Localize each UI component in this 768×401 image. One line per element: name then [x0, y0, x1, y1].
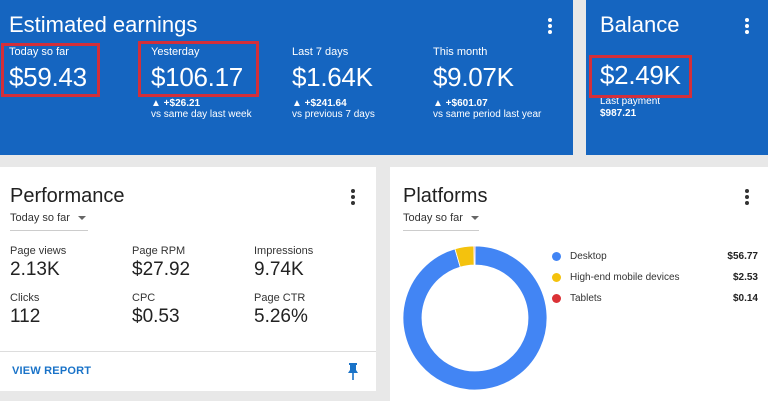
- platforms-range-dropdown[interactable]: Today so far: [403, 212, 479, 231]
- range-label: Today so far: [10, 212, 70, 224]
- highlight-box-balance: [589, 55, 692, 98]
- chevron-down-icon: [77, 216, 86, 220]
- highlight-box-yesterday: [138, 41, 259, 97]
- legend-row-tablets: Tablets $0.14: [552, 293, 758, 304]
- stat-value: $27.92: [132, 259, 191, 280]
- legend-label: Tablets: [570, 293, 602, 304]
- legend-dot: [552, 294, 561, 303]
- stat-impressions: Impressions 9.74K: [254, 245, 313, 281]
- legend-label: Desktop: [570, 251, 607, 262]
- stat-value: 2.13K: [10, 259, 60, 280]
- metric-label: Yesterday: [151, 46, 200, 58]
- estimated-earnings-card: Estimated earnings Today so far $59.43 Y…: [0, 0, 573, 155]
- donut-slice-desktop: [402, 245, 548, 391]
- platforms-donut-chart: [402, 245, 548, 391]
- earnings-more-options-icon[interactable]: [548, 18, 552, 34]
- stat-label: CPC: [132, 292, 156, 304]
- legend-row-desktop: Desktop $56.77: [552, 251, 758, 262]
- metric-value: $59.43: [9, 62, 87, 92]
- stat-page-ctr: Page CTR 5.26%: [254, 292, 308, 328]
- performance-title: Performance: [10, 185, 125, 207]
- donut-slice-tablets: [473, 245, 476, 266]
- balance-value: $2.49K: [600, 60, 681, 90]
- legend-dot: [552, 273, 561, 282]
- stat-label: Clicks: [10, 292, 40, 304]
- metric-this-month: This month $9.07K ▲ +$601.07 vs same per…: [433, 46, 541, 121]
- estimated-earnings-title: Estimated earnings: [9, 12, 198, 37]
- metric-change: ▲ +$601.07: [433, 98, 488, 109]
- stat-clicks: Clicks 112: [10, 292, 40, 328]
- metric-label: Today so far: [9, 46, 69, 58]
- metric-compare: vs same day last week: [151, 109, 252, 120]
- stat-page-views: Page views 2.13K: [10, 245, 66, 281]
- balance-card: Balance $2.49K Last payment $987.21: [586, 0, 768, 155]
- stat-value: 112: [10, 306, 41, 327]
- platforms-card: Platforms Today so far Desktop $56.77 Hi…: [390, 167, 768, 401]
- balance-more-options-icon[interactable]: [745, 18, 749, 34]
- stat-value: $0.53: [132, 306, 180, 327]
- stat-value: 5.26%: [254, 306, 308, 327]
- metric-last-7-days: Last 7 days $1.64K ▲ +$241.64 vs previou…: [292, 46, 375, 121]
- balance-title: Balance: [600, 12, 680, 37]
- platforms-more-options-icon[interactable]: [745, 189, 749, 205]
- metric-change: ▲ +$26.21: [151, 98, 201, 109]
- legend-dot: [552, 252, 561, 261]
- performance-range-dropdown[interactable]: Today so far: [10, 212, 88, 231]
- stat-page-rpm: Page RPM $27.92: [132, 245, 190, 281]
- performance-card: Performance Today so far Page views 2.13…: [0, 167, 376, 391]
- metric-value: $106.17: [151, 62, 243, 92]
- metric-label: This month: [433, 46, 488, 58]
- balance-metric: $2.49K Last payment $987.21: [600, 60, 681, 119]
- metric-change: ▲ +$241.64: [292, 98, 347, 109]
- legend-value: $56.77: [727, 251, 758, 262]
- metric-value: $1.64K: [292, 62, 373, 92]
- chevron-down-icon: [470, 216, 479, 220]
- metric-compare: vs previous 7 days: [292, 109, 375, 120]
- legend-value: $0.14: [732, 293, 758, 304]
- metric-yesterday: Yesterday $106.17 ▲ +$26.21 vs same day …: [151, 46, 252, 121]
- stat-cpc: CPC $0.53: [132, 292, 180, 328]
- stat-label: Page CTR: [254, 292, 306, 304]
- view-report-link[interactable]: VIEW REPORT: [12, 365, 92, 377]
- platforms-title: Platforms: [403, 185, 488, 207]
- last-payment-value: $987.21: [600, 108, 637, 119]
- performance-footer: VIEW REPORT: [0, 351, 376, 391]
- stat-label: Impressions: [254, 245, 314, 257]
- legend-value: $2.53: [732, 272, 758, 283]
- metric-compare: vs same period last year: [433, 109, 542, 120]
- stat-label: Page RPM: [132, 245, 186, 257]
- performance-more-options-icon[interactable]: [351, 189, 355, 205]
- highlight-box-today: [1, 43, 100, 97]
- last-payment-label: Last payment: [600, 96, 661, 107]
- range-label: Today so far: [403, 212, 463, 224]
- pin-icon[interactable]: [347, 363, 359, 381]
- metric-today-so-far: Today so far $59.43: [9, 46, 87, 93]
- stat-label: Page views: [10, 245, 67, 257]
- legend-row-high-end-mobile: High-end mobile devices $2.53: [552, 272, 758, 283]
- legend-label: High-end mobile devices: [570, 272, 680, 283]
- metric-value: $9.07K: [433, 62, 514, 92]
- metric-label: Last 7 days: [292, 46, 349, 58]
- stat-value: 9.74K: [254, 259, 304, 280]
